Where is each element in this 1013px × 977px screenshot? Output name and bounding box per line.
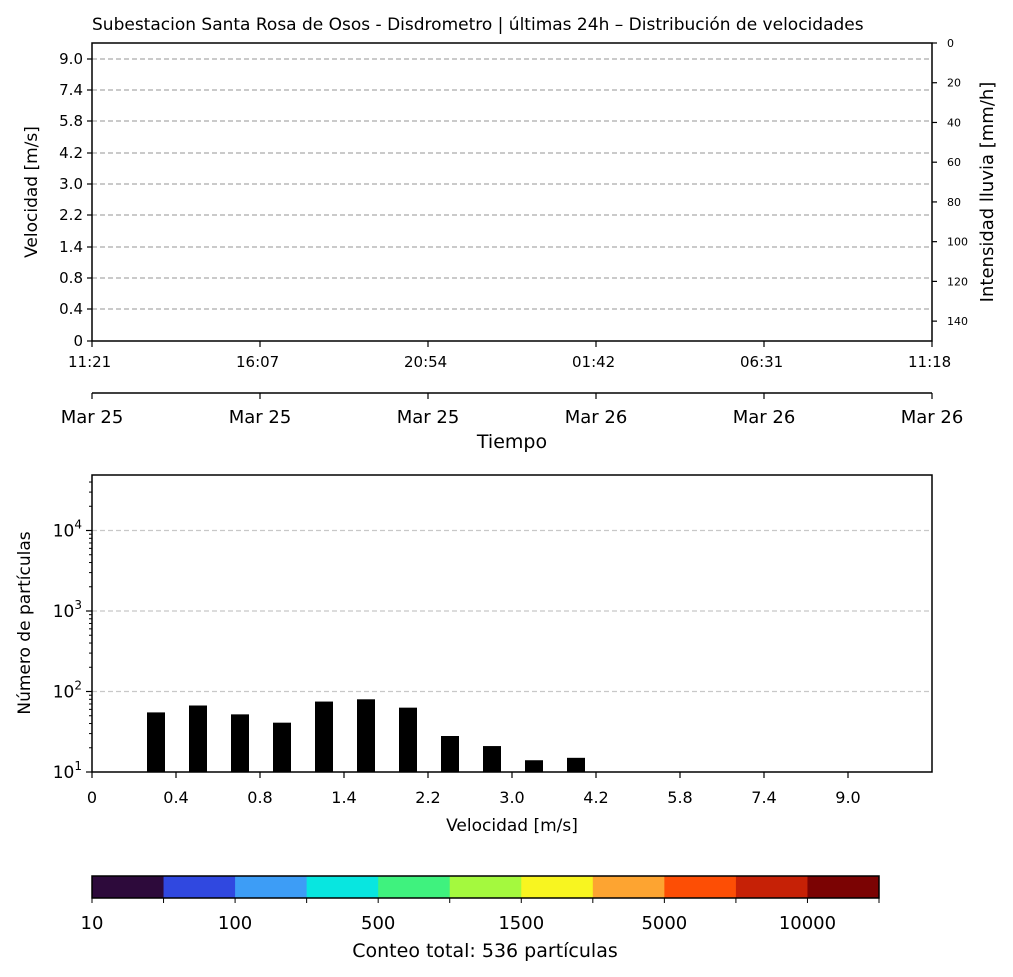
date-x-tick-label: Mar 26 bbox=[901, 407, 964, 428]
colorbar-cell bbox=[735, 876, 808, 898]
heatmap-y-tick-label: 7.4 bbox=[59, 81, 83, 99]
heatmap-x-tick-label: 06:31 bbox=[740, 353, 783, 371]
heatmap-x-tick-label: 11:18 bbox=[908, 353, 951, 371]
histogram-x-tick-label: 0.8 bbox=[247, 788, 272, 807]
histogram-y-tick-label: 102 bbox=[53, 679, 82, 703]
histogram-bar bbox=[399, 707, 417, 772]
histogram-x-ticks: 0 0.4 0.8 1.4 2.2 3.0 4.2 5.8 7.4 9.0 bbox=[87, 772, 861, 807]
heatmap-plot-area bbox=[91, 42, 933, 342]
histogram-x-tick-label: 2.2 bbox=[415, 788, 440, 807]
heatmap-y2-tick-label: 120 bbox=[947, 275, 968, 288]
histogram-bar bbox=[483, 746, 501, 772]
heatmap-x-time-ticks: 11:21 16:07 20:54 01:42 06:31 11:18 bbox=[68, 341, 951, 371]
heatmap-gridlines bbox=[92, 58, 932, 310]
date-x-tick-label: Mar 25 bbox=[61, 407, 124, 428]
heatmap-x-tick-label: 01:42 bbox=[572, 353, 615, 371]
heatmap-y-ticks: 0 0.4 0.8 1.4 2.2 3.0 4.2 5.8 7.4 9.0 bbox=[59, 50, 92, 350]
histogram-bar bbox=[441, 736, 459, 772]
heatmap-x-tick-label: 11:21 bbox=[68, 353, 111, 371]
histogram-x-tick-label: 3.0 bbox=[499, 788, 524, 807]
colorbar-cell bbox=[592, 876, 665, 898]
heatmap-y2-tick-label: 80 bbox=[947, 196, 961, 209]
colorbar-cell bbox=[163, 876, 236, 898]
heatmap-xlabel: Tiempo bbox=[476, 431, 547, 453]
histogram-bar bbox=[567, 757, 585, 772]
colorbar-label: Conteo total: 536 partículas bbox=[352, 940, 617, 962]
histogram-bar bbox=[315, 701, 333, 772]
heatmap-y-tick-label: 1.4 bbox=[59, 238, 83, 256]
heatmap-y-tick-label: 9.0 bbox=[59, 50, 83, 68]
colorbar-tick-label: 10000 bbox=[779, 913, 836, 934]
date-x-tick-label: Mar 26 bbox=[565, 407, 628, 428]
heatmap-y-tick-label: 0.8 bbox=[59, 269, 83, 287]
histogram-x-tick-label: 7.4 bbox=[751, 788, 776, 807]
colorbar-tick-label: 500 bbox=[361, 913, 395, 934]
colorbar-ticks: 10 100 500 1500 5000 10000 bbox=[81, 898, 880, 934]
heatmap-y2-tick-label: 140 bbox=[947, 315, 968, 328]
histogram-bars bbox=[147, 699, 585, 772]
histogram-bar bbox=[357, 699, 375, 772]
colorbar-cell bbox=[521, 876, 594, 898]
histogram-x-tick-label: 5.8 bbox=[667, 788, 692, 807]
histogram-y-tick-label: 104 bbox=[53, 518, 82, 542]
heatmap-y2-tick-label: 0 bbox=[947, 37, 954, 50]
colorbar-cell bbox=[664, 876, 737, 898]
heatmap-y2-tick-label: 100 bbox=[947, 236, 968, 249]
histogram-bar bbox=[231, 714, 249, 772]
histogram-bar bbox=[147, 712, 165, 772]
colorbar-cell bbox=[378, 876, 451, 898]
histogram-x-tick-label: 4.2 bbox=[583, 788, 608, 807]
histogram-x-tick-label: 9.0 bbox=[835, 788, 860, 807]
histogram-bar bbox=[273, 722, 291, 772]
date-x-tick-label: Mar 25 bbox=[397, 407, 460, 428]
date-x-tick-label: Mar 26 bbox=[733, 407, 796, 428]
heatmap-y-tick-label: 4.2 bbox=[59, 144, 83, 162]
colorbar: 10 100 500 1500 5000 10000 Conteo total: 536 … bbox=[81, 875, 880, 962]
heatmap-y-tick-label: 0 bbox=[73, 332, 83, 350]
heatmap-panel: Subestacion Santa Rosa de Osos - Disdrom… bbox=[22, 15, 998, 453]
heatmap-y2-tick-label: 60 bbox=[947, 156, 961, 169]
heatmap-ylabel: Velocidad [m/s] bbox=[22, 126, 42, 258]
heatmap-x-tick-label: 20:54 bbox=[404, 353, 447, 371]
histogram-y-ticks: 101 102 103 104 bbox=[53, 481, 92, 783]
heatmap-y-tick-label: 3.0 bbox=[59, 175, 83, 193]
colorbar-tick-label: 10 bbox=[81, 913, 104, 934]
heatmap-x-tick-label: 16:07 bbox=[236, 353, 279, 371]
colorbar-cells bbox=[92, 876, 880, 898]
heatmap-y2label: Intensidad lluvia [mm/h] bbox=[977, 82, 998, 303]
histogram-x-tick-label: 1.4 bbox=[331, 788, 356, 807]
histogram-panel: 101 102 103 104 0 0.4 0.8 1.4 2.2 3.0 4.2 5.8 7.4 9.… bbox=[15, 474, 933, 836]
histogram-plot-area bbox=[91, 474, 933, 773]
heatmap-y-tick-label: 0.4 bbox=[59, 300, 83, 318]
colorbar-cell bbox=[235, 876, 308, 898]
colorbar-cell bbox=[306, 876, 379, 898]
colorbar-tick-label: 1500 bbox=[498, 913, 544, 934]
heatmap-x-date-ticks: Mar 25 Mar 25 Mar 25 Mar 26 Mar 26 Mar 26 bbox=[61, 393, 964, 428]
colorbar-frame bbox=[91, 875, 880, 899]
heatmap-y2-ticks: 0 20 40 60 80 100 120 140 bbox=[932, 37, 968, 328]
histogram-ylabel: Número de partículas bbox=[15, 531, 35, 714]
histogram-x-tick-label: 0.4 bbox=[163, 788, 188, 807]
heatmap-y2-tick-label: 20 bbox=[947, 77, 961, 90]
date-x-tick-label: Mar 25 bbox=[229, 407, 292, 428]
colorbar-cell bbox=[92, 876, 165, 898]
heatmap-y2-tick-label: 40 bbox=[947, 116, 961, 129]
histogram-gridlines bbox=[92, 529, 932, 693]
colorbar-tick-label: 5000 bbox=[641, 913, 687, 934]
histogram-y-tick-label: 101 bbox=[53, 759, 82, 783]
heatmap-y-tick-label: 5.8 bbox=[59, 112, 83, 130]
heatmap-title: Subestacion Santa Rosa de Osos - Disdrom… bbox=[92, 15, 864, 35]
heatmap-y-tick-label: 2.2 bbox=[59, 206, 83, 224]
colorbar-cell bbox=[449, 876, 522, 898]
histogram-bar bbox=[189, 705, 207, 772]
histogram-xlabel: Velocidad [m/s] bbox=[446, 816, 578, 836]
histogram-y-tick-label: 103 bbox=[53, 598, 82, 622]
histogram-bar bbox=[525, 760, 543, 772]
colorbar-tick-label: 100 bbox=[218, 913, 252, 934]
histogram-x-tick-label: 0 bbox=[87, 788, 97, 807]
colorbar-cell bbox=[807, 876, 880, 898]
